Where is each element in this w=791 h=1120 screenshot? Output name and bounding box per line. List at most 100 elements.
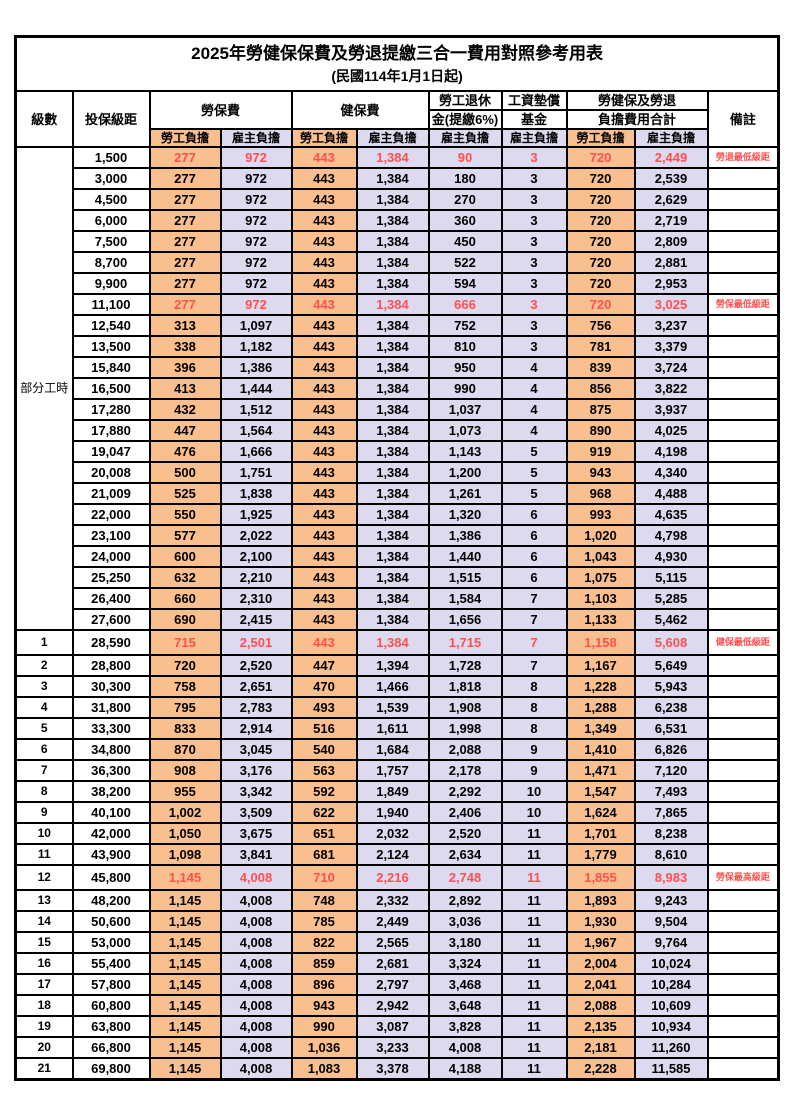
remark-cell: [706, 738, 780, 761]
total-employee-cell: 1,855: [565, 864, 636, 891]
labor-employee-cell: 1,145: [148, 973, 222, 996]
remark-cell: [706, 931, 780, 954]
total-employer-cell: 6,531: [633, 717, 709, 740]
pension-employer-cell: 3,468: [427, 973, 503, 996]
bracket-cell: 69,800: [71, 1057, 151, 1081]
labor-employer-cell: 972: [219, 167, 293, 190]
bracket-cell: 50,600: [71, 910, 151, 933]
labor-employer-cell: 3,841: [219, 843, 293, 866]
subheader-health-employee: 勞工負擔: [290, 128, 358, 148]
total-employee-cell: 720: [565, 272, 636, 295]
col-header-wage-fund-line1: 工資墊償: [500, 90, 568, 111]
wage-fund-employer-cell: 3: [500, 209, 568, 232]
labor-employer-cell: 4,008: [219, 994, 293, 1017]
labor-employee-cell: 277: [148, 209, 222, 232]
table-row: 13 48,200 1,145 4,008 748 2,332 2,892 11 1,893 9,…: [14, 889, 780, 912]
health-employer-cell: 1,384: [355, 230, 430, 253]
subheader-total-employee: 勞工負擔: [565, 128, 636, 148]
bracket-cell: 40,100: [71, 801, 151, 824]
table-row: 11,100 277 972 443 1,384 666 3 720 3,025 勞保最低級距: [16, 293, 780, 316]
table-row: 24,000 600 2,100 443 1,384 1,440 6 1,043 4,930: [16, 545, 780, 568]
bracket-cell: 20,008: [71, 461, 151, 484]
total-employer-cell: 2,449: [633, 146, 709, 169]
total-employee-cell: 2,181: [565, 1036, 636, 1059]
labor-employee-cell: 1,145: [148, 910, 222, 933]
pension-employer-cell: 594: [427, 272, 503, 295]
total-employer-cell: 5,115: [633, 566, 709, 589]
remark-cell: [706, 314, 780, 337]
labor-employee-cell: 720: [148, 654, 222, 677]
labor-employer-cell: 1,564: [219, 419, 293, 442]
labor-employee-cell: 277: [148, 251, 222, 274]
total-employer-cell: 2,953: [633, 272, 709, 295]
health-employee-cell: 443: [290, 377, 358, 400]
total-employee-cell: 1,167: [565, 654, 636, 677]
total-employee-cell: 2,135: [565, 1015, 636, 1038]
pension-employer-cell: 3,036: [427, 910, 503, 933]
total-employer-cell: 2,881: [633, 251, 709, 274]
health-employee-cell: 443: [290, 272, 358, 295]
health-employer-cell: 1,384: [355, 461, 430, 484]
pension-employer-cell: 950: [427, 356, 503, 379]
health-employee-cell: 443: [290, 524, 358, 547]
labor-employer-cell: 2,783: [219, 696, 293, 719]
pension-employer-cell: 1,908: [427, 696, 503, 719]
pension-employer-cell: 1,515: [427, 566, 503, 589]
labor-employee-cell: 313: [148, 314, 222, 337]
bracket-cell: 27,600: [71, 608, 151, 631]
wage-fund-employer-cell: 5: [500, 440, 568, 463]
table-row: 3,000 277 972 443 1,384 180 3 720 2,539: [16, 167, 780, 190]
health-employee-cell: 443: [290, 356, 358, 379]
bracket-cell: 17,880: [71, 419, 151, 442]
wage-fund-employer-cell: 3: [500, 251, 568, 274]
remark-cell: [706, 461, 780, 484]
bracket-cell: 12,540: [71, 314, 151, 337]
wage-fund-employer-cell: 11: [500, 931, 568, 954]
labor-employee-cell: 277: [148, 293, 222, 316]
page-subtitle: (民國114年1月1日起): [331, 68, 463, 84]
col-header-total-line1: 勞健保及勞退: [565, 90, 709, 111]
total-employer-cell: 9,504: [633, 910, 709, 933]
total-employer-cell: 7,493: [633, 780, 709, 803]
level-cell: 7: [14, 759, 74, 782]
health-employee-cell: 785: [290, 910, 358, 933]
health-employer-cell: 1,940: [355, 801, 430, 824]
health-employee-cell: 443: [290, 545, 358, 568]
health-employee-cell: 443: [290, 251, 358, 274]
total-employer-cell: 2,809: [633, 230, 709, 253]
labor-employee-cell: 1,145: [148, 1036, 222, 1059]
pension-employer-cell: 360: [427, 209, 503, 232]
remark-cell: 勞保最高級距: [706, 864, 780, 891]
total-employer-cell: 6,238: [633, 696, 709, 719]
col-header-wage-fund-line2: 基金: [500, 109, 568, 130]
health-employee-cell: 651: [290, 822, 358, 845]
health-employee-cell: 443: [290, 440, 358, 463]
total-employee-cell: 1,471: [565, 759, 636, 782]
col-header-level: 級數: [14, 90, 74, 148]
total-employee-cell: 1,624: [565, 801, 636, 824]
remark-cell: [706, 188, 780, 211]
remark-cell: [706, 419, 780, 442]
total-employer-cell: 7,120: [633, 759, 709, 782]
bracket-cell: 19,047: [71, 440, 151, 463]
table-row: 部分工時 1,500 277 972 443 1,384 90 3 720 2,449 勞退最低級距: [14, 146, 780, 631]
total-employee-cell: 890: [565, 419, 636, 442]
total-employee-cell: 1,020: [565, 524, 636, 547]
total-employee-cell: 720: [565, 167, 636, 190]
level-cell: 17: [14, 973, 74, 996]
pension-employer-cell: 2,178: [427, 759, 503, 782]
table-row: 1 28,590 715 2,501 443 1,384 1,715 7 1,158 5,608 健…: [14, 629, 780, 656]
header-row-2: 金(提繳6%) 基金 負擔費用合計: [16, 109, 779, 130]
level-cell: 5: [14, 717, 74, 740]
total-employee-cell: 1,158: [565, 629, 636, 656]
pension-employer-cell: 1,261: [427, 482, 503, 505]
table-row: 10 42,000 1,050 3,675 651 2,032 2,520 11 1,701 8,…: [14, 822, 780, 845]
labor-employee-cell: 1,145: [148, 1015, 222, 1038]
level-cell: 10: [14, 822, 74, 845]
table-row: 13,500 338 1,182 443 1,384 810 3 781 3,379: [16, 335, 780, 358]
remark-cell: 勞退最低級距: [706, 146, 780, 169]
health-employee-cell: 1,036: [290, 1036, 358, 1059]
health-employee-cell: 681: [290, 843, 358, 866]
labor-employer-cell: 3,675: [219, 822, 293, 845]
wage-fund-employer-cell: 3: [500, 335, 568, 358]
